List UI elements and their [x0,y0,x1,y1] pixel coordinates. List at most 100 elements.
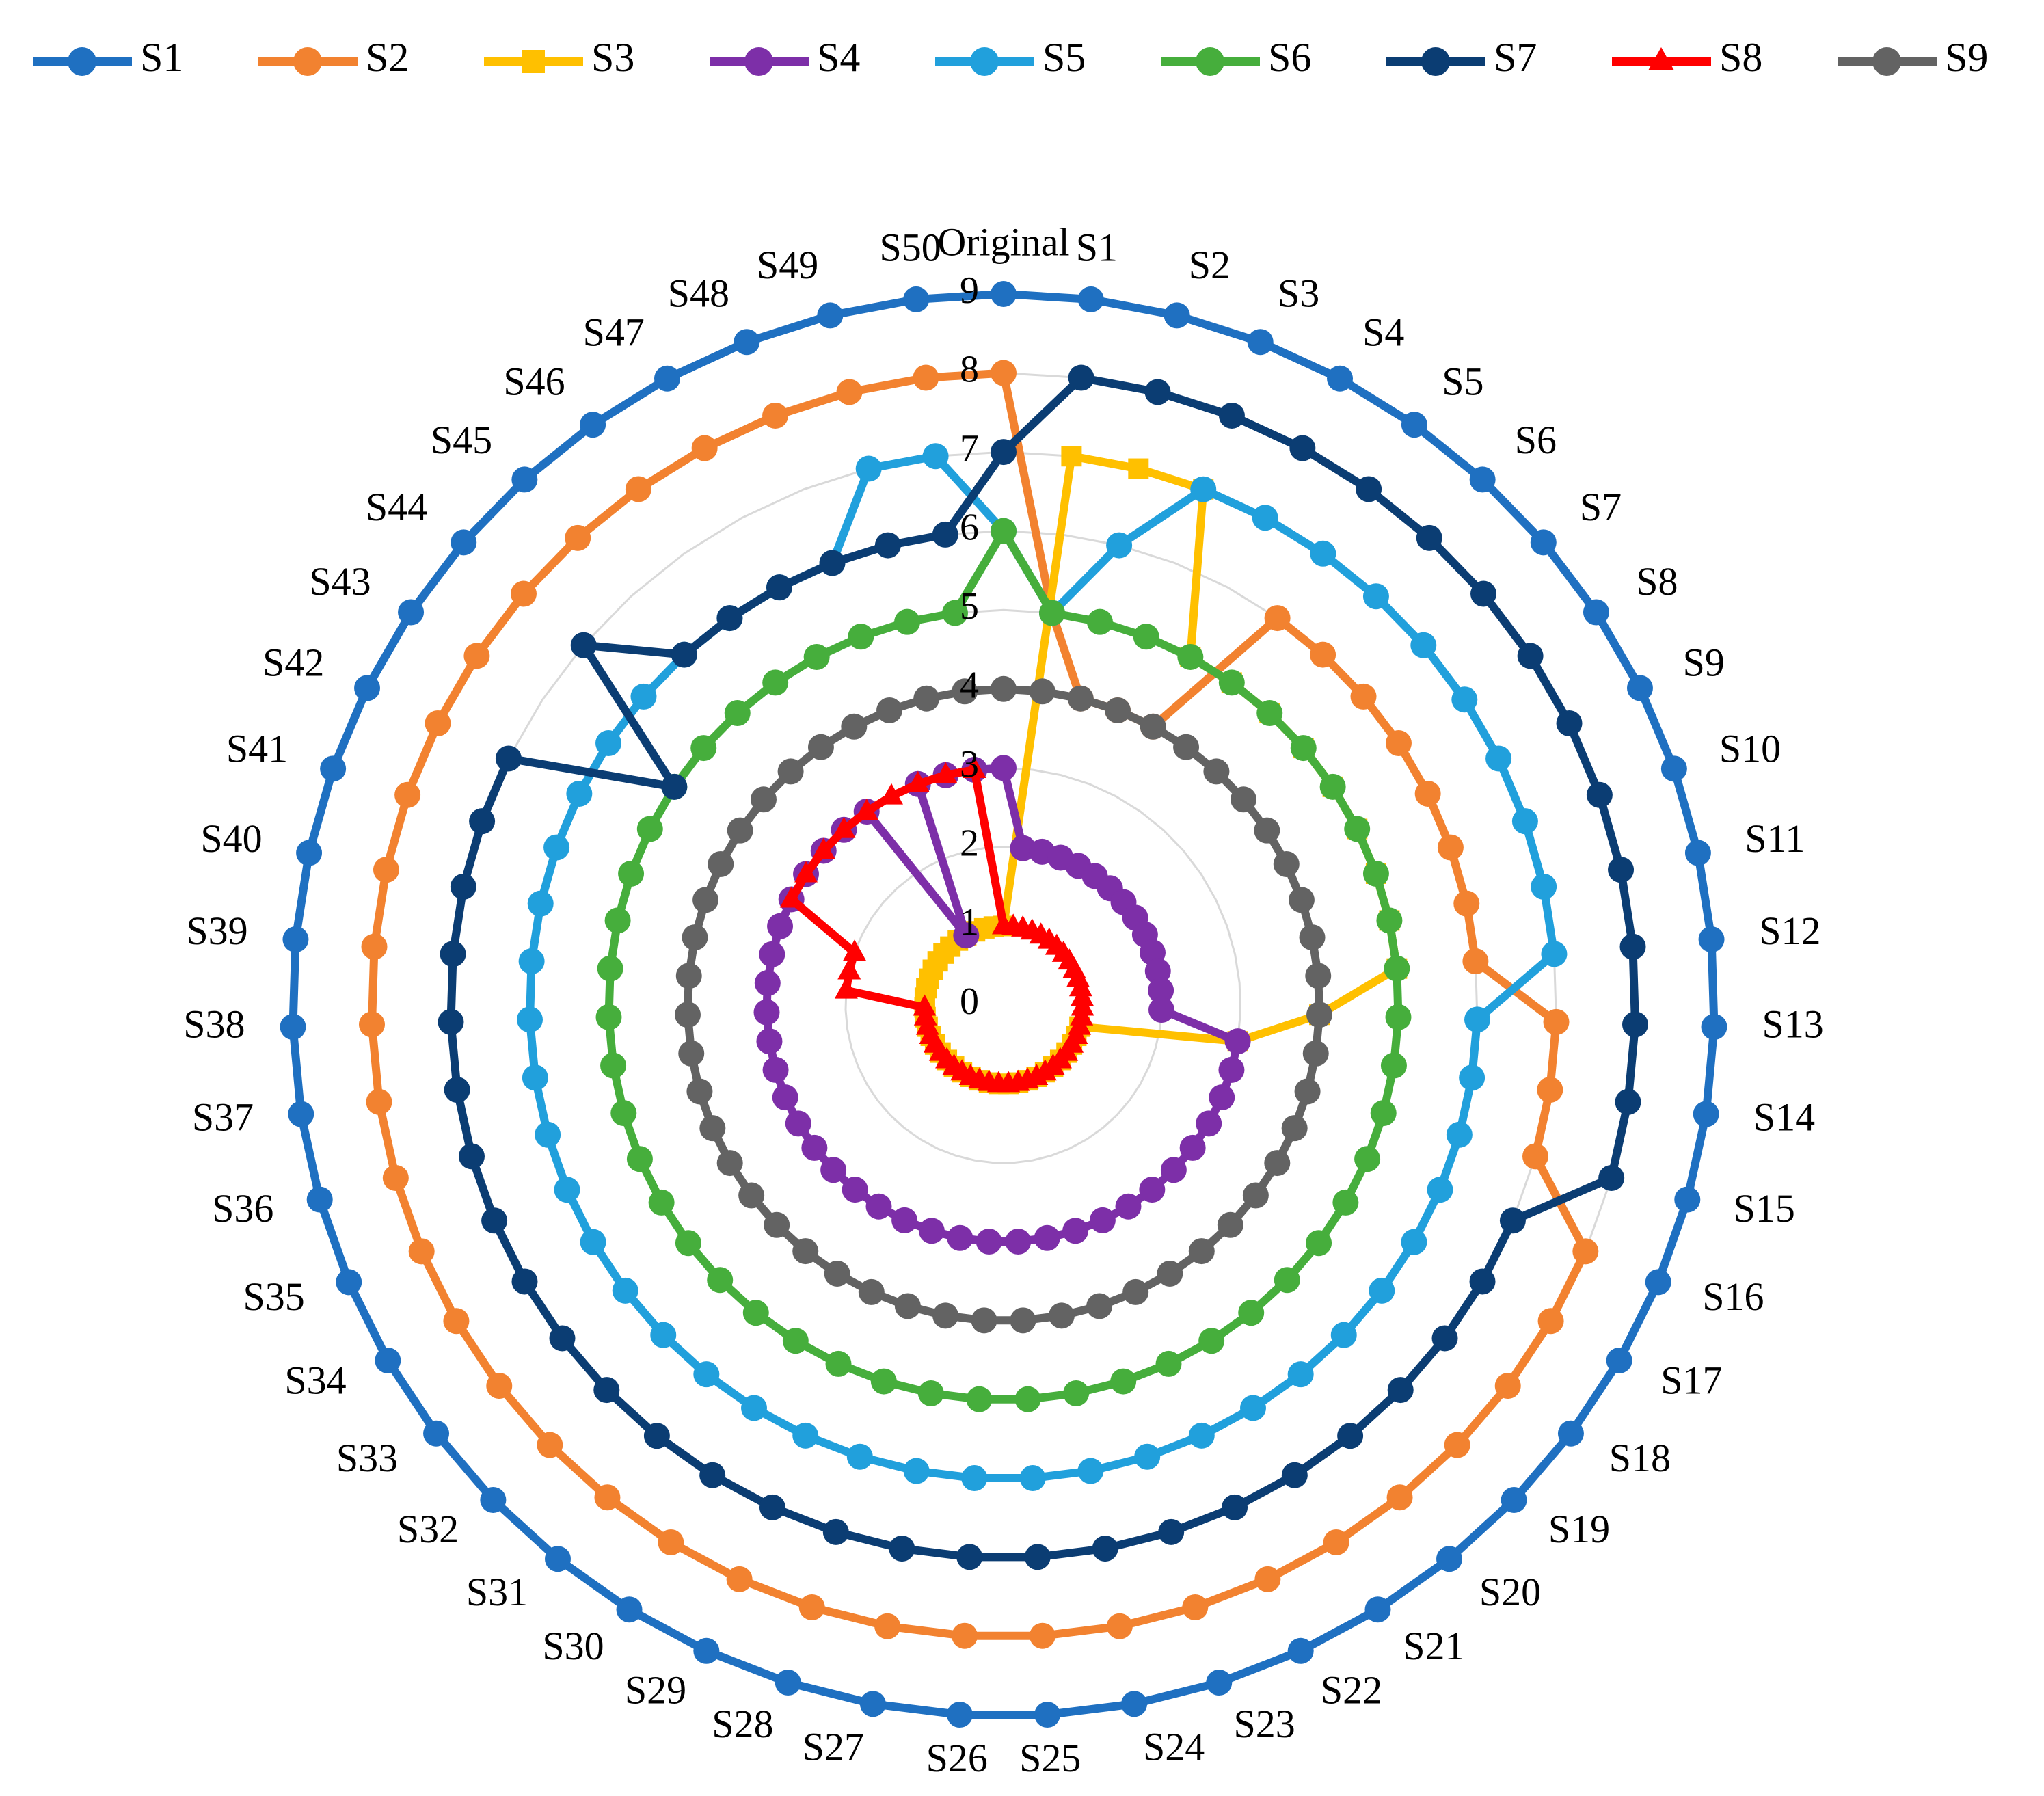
data-point [922,443,949,470]
data-point [648,1189,675,1216]
data-point [716,605,743,632]
data-point [1344,816,1371,842]
data-point [1306,1002,1333,1028]
data-point [1024,1544,1051,1570]
category-label: S43 [309,559,371,604]
legend-item-s4[interactable]: S4 [710,35,860,80]
data-point [1086,608,1113,635]
data-point [837,958,861,980]
legend-label: S7 [1494,35,1537,80]
data-point [1067,685,1094,712]
data-point [991,675,1017,702]
radial-tick-label: 5 [960,585,979,628]
data-point [580,412,606,438]
data-point [693,1361,720,1388]
data-point [1068,975,1092,997]
data-point [600,1052,627,1079]
data-point [932,1302,959,1329]
data-point [1674,1186,1701,1213]
category-label: S31 [466,1570,528,1614]
legend-item-s2[interactable]: S2 [258,35,409,80]
data-point [580,1229,606,1255]
data-point [1029,678,1055,705]
legend-marker [293,47,322,76]
data-point [1586,781,1613,808]
legend[interactable]: S1 S2 S3 S4 S5 S6 S7 S8 S9 [33,35,1988,80]
data-point [1134,1443,1161,1470]
data-point [1459,1064,1485,1091]
category-label: S9 [1683,641,1725,685]
legend-item-s5[interactable]: S5 [935,35,1086,80]
legend-item-s7[interactable]: S7 [1386,35,1537,80]
data-point [566,780,593,807]
data-point [650,1322,677,1348]
data-point [543,834,570,861]
legend-item-s6[interactable]: S6 [1161,35,1311,80]
data-point [1306,1230,1332,1257]
category-label: S39 [186,909,247,953]
data-point [1356,476,1382,502]
data-point [438,1008,464,1035]
data-point [616,1596,643,1623]
data-point [772,1084,798,1111]
data-point [522,1064,548,1091]
data-point [1541,941,1568,967]
data-point [691,435,718,461]
data-point [1157,1260,1183,1287]
data-point [423,1420,450,1447]
data-point [1446,1121,1473,1148]
legend-marker [1648,47,1674,70]
data-point [1572,1238,1599,1265]
category-label: S14 [1753,1095,1815,1140]
data-point [738,1182,765,1209]
data-point [1264,1150,1291,1177]
data-point [382,1164,409,1191]
series-s7 [438,364,1649,1570]
series-s4 [753,755,1251,1255]
data-point [1385,1004,1412,1030]
data-point [366,1088,392,1115]
category-label: S5 [1442,359,1483,403]
data-point [699,1462,726,1488]
data-point [398,599,425,626]
data-point [1330,1322,1357,1348]
data-point [971,1307,997,1334]
data-point [1190,476,1217,502]
data-point [918,1218,945,1244]
data-point [767,913,794,939]
data-point [894,608,921,635]
data-point [495,745,522,772]
data-point [1238,1300,1265,1326]
data-point [692,887,719,913]
data-point [1273,850,1300,877]
data-point [1469,466,1496,493]
data-point [481,1207,508,1234]
data-point [682,924,708,951]
data-point [913,994,937,1016]
legend-item-s1[interactable]: S1 [33,35,183,80]
data-point [1287,1361,1314,1388]
data-point [1252,505,1278,531]
data-point [1148,977,1174,1004]
data-point [565,524,591,551]
data-point [891,1207,918,1233]
legend-marker [1421,47,1450,76]
data-point [450,873,476,900]
data-point [597,955,623,982]
legend-item-s9[interactable]: S9 [1838,35,1988,80]
data-point [1089,1207,1116,1233]
data-point [1416,524,1442,551]
legend-item-s8[interactable]: S8 [1612,35,1762,80]
data-point [834,977,858,999]
category-label: S26 [926,1736,988,1780]
data-point [1332,1189,1359,1216]
radial-tick-label: 3 [960,743,979,786]
data-point [1048,1302,1075,1329]
data-point [320,755,347,782]
data-point [1196,1110,1222,1137]
legend-item-s3[interactable]: S3 [484,35,634,80]
data-point [889,1536,915,1562]
data-point [848,624,874,650]
series-s2 [358,360,1599,1649]
data-point [544,1546,571,1572]
